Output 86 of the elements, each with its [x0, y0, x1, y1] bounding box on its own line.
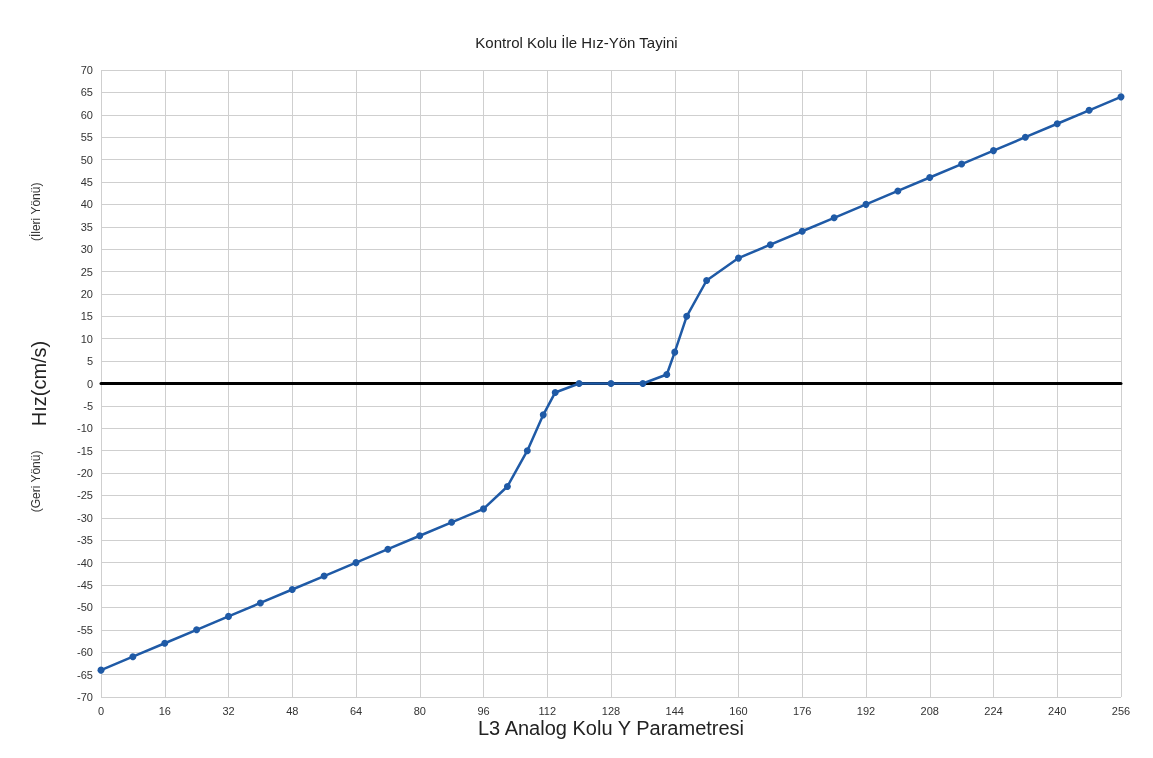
- y-tick-label: -70: [77, 691, 93, 703]
- y-tick-label: -45: [77, 579, 93, 592]
- y-tick-label: -10: [77, 422, 93, 435]
- point: [523, 447, 531, 455]
- y-tick-label: 30: [80, 243, 93, 256]
- y-tick-label: -30: [77, 511, 93, 524]
- y-tick-label: -20: [77, 467, 93, 480]
- y-tick-label: -15: [77, 444, 93, 457]
- point: [320, 572, 328, 580]
- point: [958, 160, 966, 168]
- x-tick-label: 32: [222, 704, 235, 717]
- y-tick-label: 5: [86, 355, 93, 368]
- point: [384, 545, 392, 553]
- point: [766, 241, 774, 249]
- point: [798, 227, 806, 235]
- y-tick-label: 20: [80, 287, 93, 300]
- y-tick-label: 35: [80, 220, 93, 233]
- point: [683, 312, 691, 320]
- y-tick-label: 45: [80, 175, 93, 188]
- y-tick-label: 40: [80, 198, 93, 211]
- y-tick-label: -55: [77, 623, 93, 636]
- x-tick-label: 224: [984, 704, 1003, 717]
- x-tick-label: 112: [538, 704, 557, 717]
- point: [539, 411, 547, 419]
- y-tick-label: -40: [77, 556, 93, 569]
- text: (İleri Yönü): [29, 182, 43, 242]
- point: [735, 254, 742, 262]
- point: [1085, 106, 1093, 114]
- point: [480, 505, 487, 513]
- x-tick-label: 240: [1048, 704, 1067, 717]
- point: [448, 518, 456, 526]
- point: [193, 626, 201, 634]
- x-tick-label: 16: [158, 704, 171, 717]
- point: [894, 187, 902, 195]
- x-tick-label: 256: [1111, 704, 1131, 717]
- y-tick-label: -60: [77, 646, 93, 659]
- y-axis-title: Hız(cm/s): [28, 340, 50, 427]
- y-tick-label: 25: [80, 265, 93, 278]
- point: [639, 380, 647, 387]
- y-tick-label: 65: [80, 86, 93, 99]
- point: [416, 532, 424, 540]
- point: [551, 388, 559, 396]
- point: [1053, 120, 1061, 128]
- point: [129, 653, 137, 661]
- text: (Geri Yönü): [29, 450, 43, 513]
- x-tick-label: 48: [286, 704, 299, 717]
- y-tick-label: -25: [77, 489, 93, 502]
- y-tick-label: -35: [77, 534, 93, 547]
- y-tick-label: 10: [80, 332, 93, 345]
- y-tick-label: 70: [80, 64, 93, 76]
- point: [503, 483, 511, 491]
- x-tick-label: 176: [793, 704, 812, 717]
- point: [926, 173, 934, 181]
- y-tick-label: 15: [80, 310, 93, 323]
- point: [352, 559, 360, 567]
- x-tick-label: 160: [729, 704, 748, 717]
- y-tick-label: -5: [83, 399, 93, 412]
- x-tick-label: 64: [349, 704, 363, 717]
- point: [862, 200, 870, 208]
- x-tick-label: 0: [97, 704, 105, 717]
- y-tick-label: 50: [80, 153, 93, 166]
- x-tick-label: 80: [413, 704, 426, 717]
- point: [225, 612, 232, 620]
- x-axis-title: L3 Analog Kolu Y Parametresi: [477, 717, 745, 739]
- point: [575, 380, 583, 387]
- y-tick-label: -50: [77, 601, 93, 614]
- x-tick-label: 208: [920, 704, 939, 717]
- x-tick-label: 96: [477, 704, 490, 717]
- x-tick-label: 128: [601, 704, 621, 717]
- point: [1021, 133, 1029, 141]
- y-tick-label: 60: [80, 108, 93, 121]
- x-tick-label: 192: [856, 704, 876, 717]
- point: [990, 147, 997, 155]
- point: [161, 639, 169, 647]
- x-tick-label: 144: [665, 704, 684, 717]
- point: [663, 371, 671, 379]
- point: [830, 214, 838, 222]
- chart-title: Kontrol Kolu İle Hız-Yön Tayini: [475, 34, 678, 51]
- point: [256, 599, 264, 607]
- point: [703, 276, 711, 284]
- point: [288, 586, 296, 594]
- point: [607, 380, 615, 387]
- y-tick-label: -65: [77, 668, 93, 681]
- y-tick-label: 0: [86, 377, 93, 390]
- y-tick-label: 55: [80, 131, 93, 144]
- point: [671, 348, 679, 356]
